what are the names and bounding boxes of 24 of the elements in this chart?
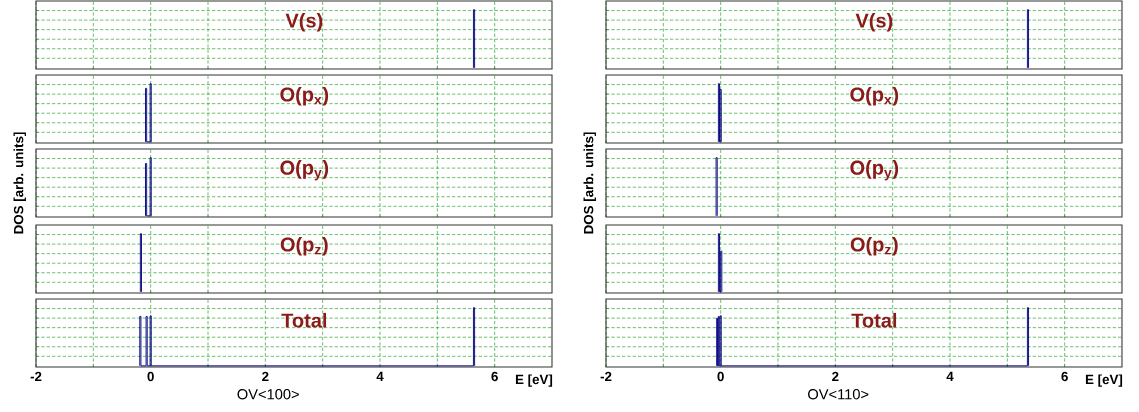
x-tick-label: 2 (262, 371, 269, 382)
x-tick-label: -2 (30, 371, 42, 382)
chart-title: O(p$_{x}$) (850, 86, 899, 106)
x-axis-title: E [eV] (515, 374, 553, 387)
text: OV<100> (237, 389, 299, 400)
x-tick-label: 0 (717, 371, 724, 382)
chart-title: V(s) (855, 12, 893, 32)
x-tick-label: -2 (600, 371, 612, 382)
x-axis-title: E [eV] (1085, 374, 1123, 387)
chart-title: O(p$_{z}$) (850, 236, 898, 256)
x-tick-label: 0 (147, 371, 154, 382)
x-tick-label: 6 (491, 371, 498, 382)
x-tick-label: 2 (832, 371, 839, 382)
chart-title: Total (281, 312, 327, 328)
x-tick-label: 4 (376, 371, 384, 381)
x-tick-label: 4 (946, 371, 954, 381)
text: OV<110> (808, 389, 869, 400)
chart-title: V(s) (285, 12, 323, 32)
y-axis-title: DOS [arb. units] (583, 132, 596, 234)
chart-title: Total (851, 312, 897, 328)
chart-title: O(p$_{z}$) (280, 236, 328, 256)
chart-title: O(p$_{x}$) (280, 86, 329, 106)
x-tick-label: 6 (1061, 371, 1068, 382)
y-axis-title: DOS [arb. units] (13, 132, 26, 234)
